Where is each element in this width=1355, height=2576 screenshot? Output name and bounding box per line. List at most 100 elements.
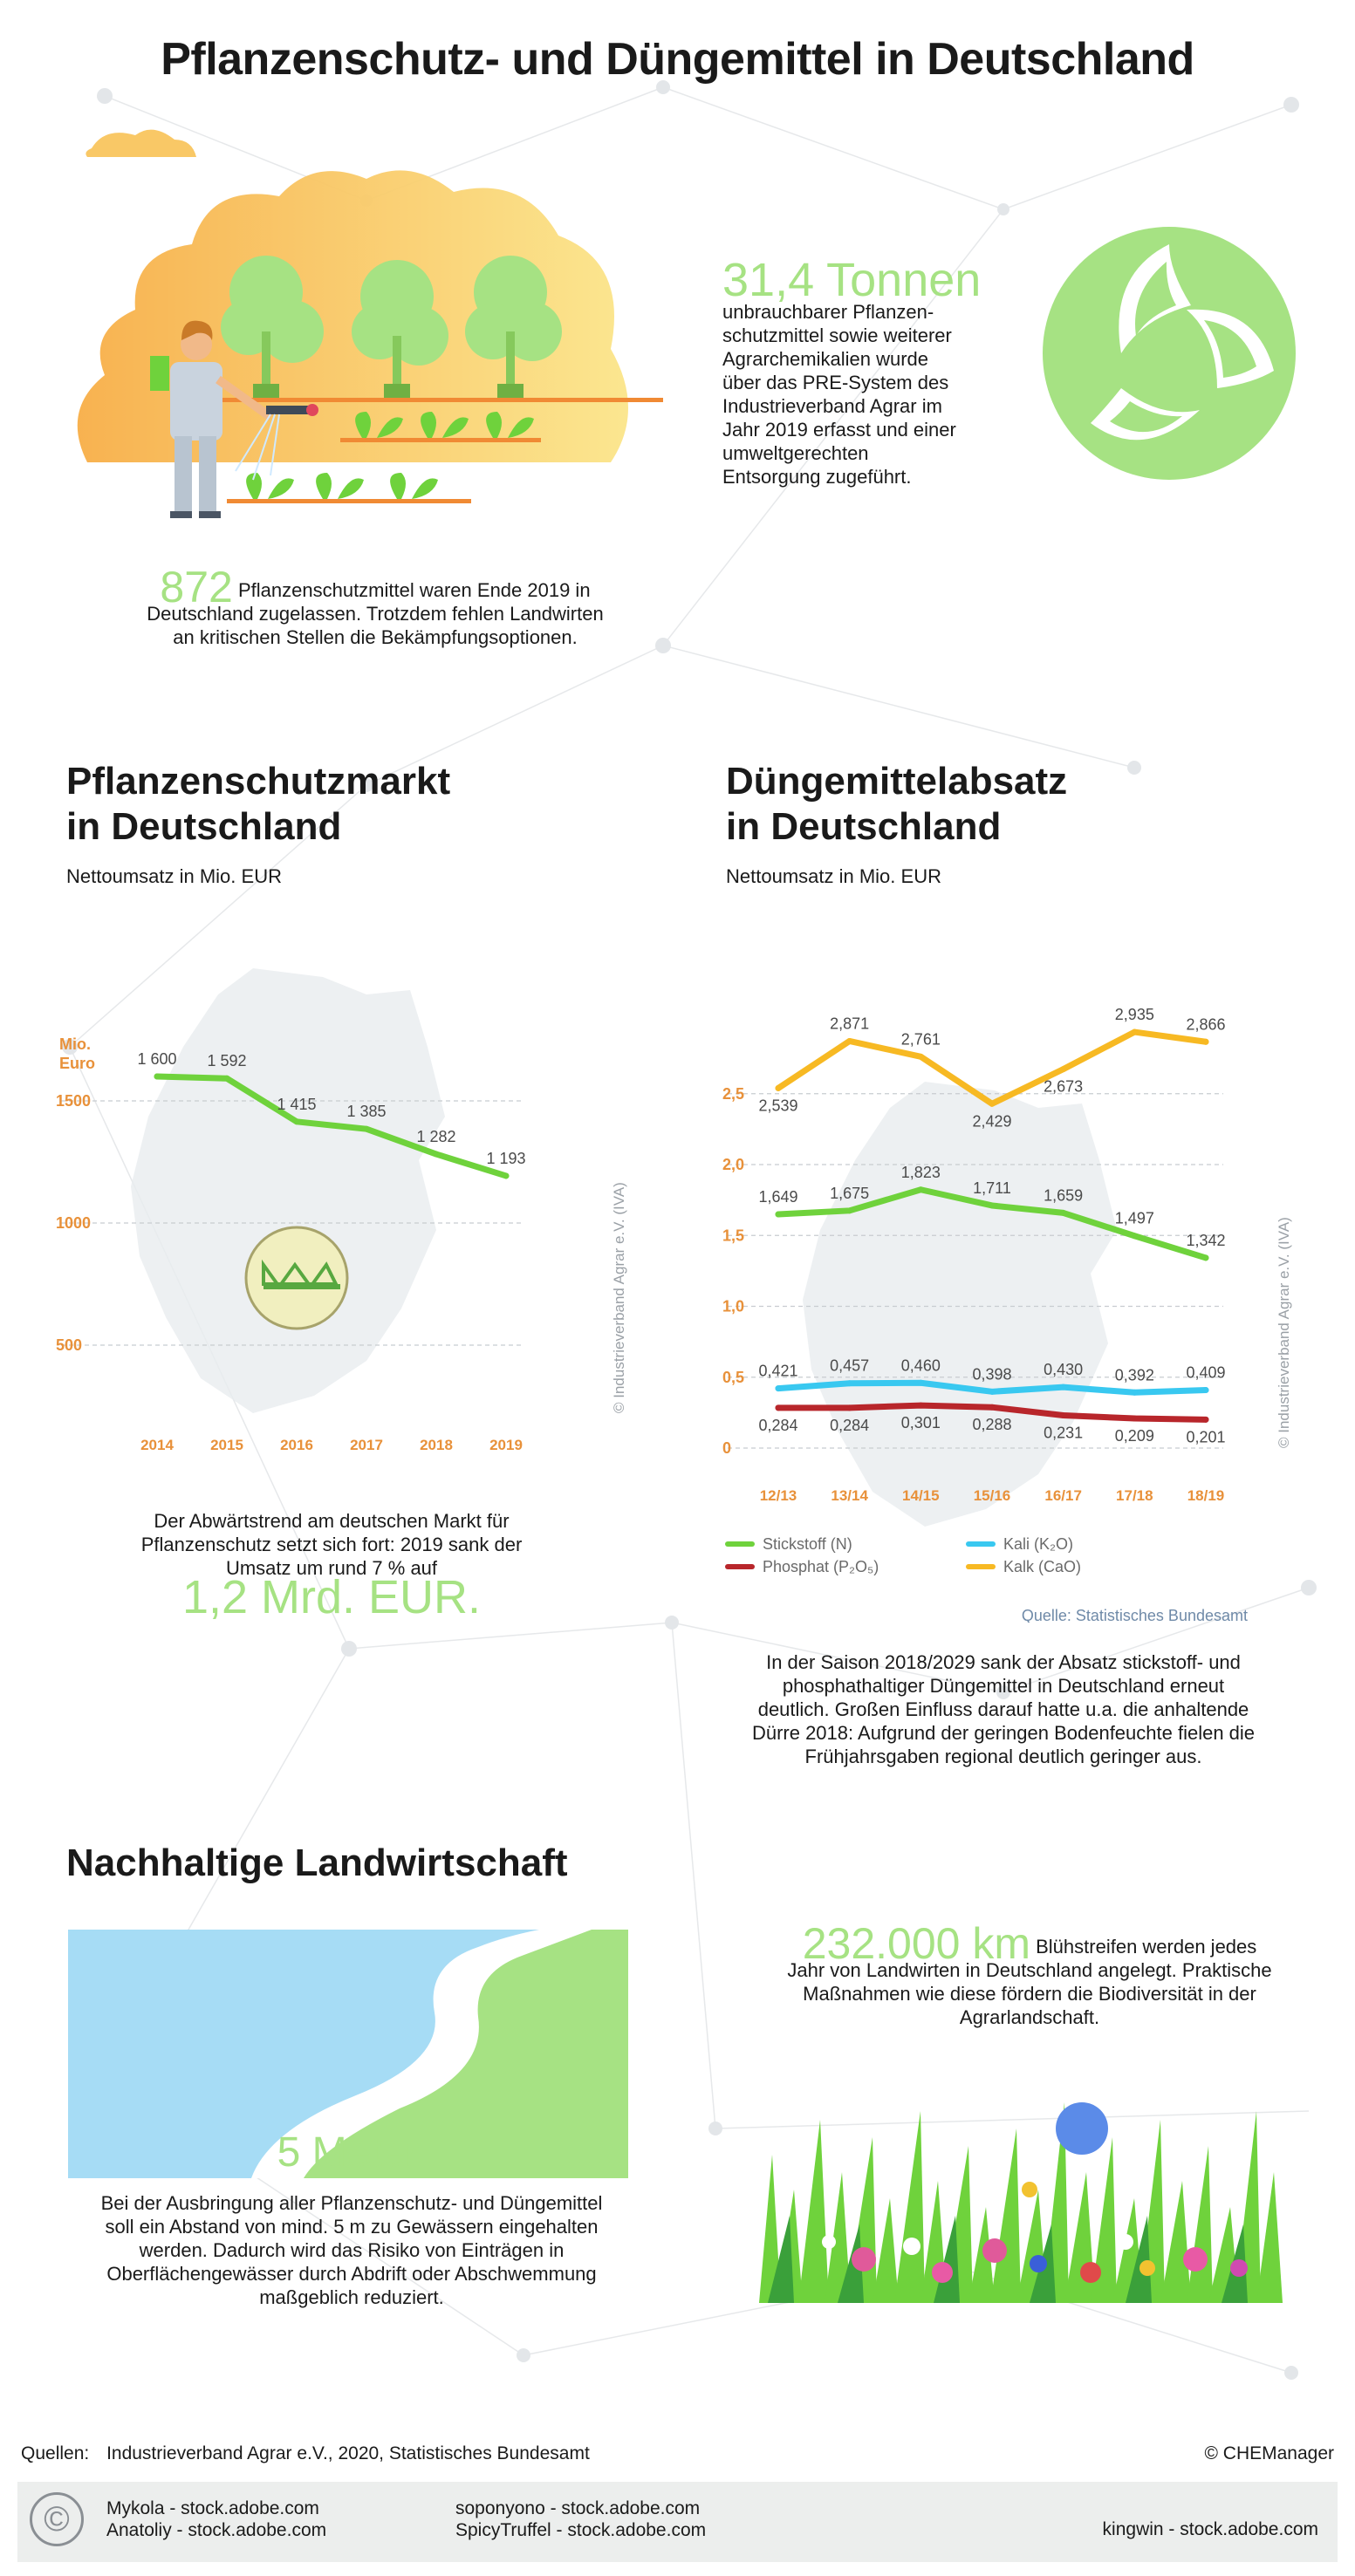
x-tick-label: 2016 <box>280 1437 313 1453</box>
credit-col-3: kingwin - stock.adobe.com <box>1102 2519 1318 2539</box>
data-point <box>989 1404 996 1411</box>
sustain-text-line: werden. Dadurch wird das Risiko von Eint… <box>139 2239 565 2261</box>
data-label: 0,460 <box>901 1356 941 1374</box>
stat-872-text-c: an kritischen Stellen die Bekämpfungsopt… <box>173 626 578 648</box>
data-label: 0,201 <box>1186 1428 1225 1445</box>
data-point <box>1202 1416 1209 1423</box>
fert-y-ticks: 0 0,5 1,0 1,5 2,0 2,5 <box>722 1085 744 1457</box>
sustain-text-line: Oberflächengewässer durch Abdrift oder A… <box>106 2263 597 2285</box>
data-point <box>1131 1389 1138 1396</box>
km-number: 232.000 km <box>802 1919 1030 1968</box>
river-illustration <box>68 1930 628 2178</box>
km-text-line: Maßnahmen wie diese fördern die Biodiver… <box>803 1983 1256 2005</box>
market-y-ticks: 500 1000 1500 <box>56 1092 91 1354</box>
x-tick-label: 14/15 <box>902 1487 940 1504</box>
fert-text-line: Frühjahrsgaben regional deutlich geringe… <box>804 1746 1202 1767</box>
km-text-a: Blühstreifen werden jedes <box>1036 1936 1257 1958</box>
data-label: 1,659 <box>1044 1186 1083 1204</box>
fert-title-line-2: in Deutschland <box>726 805 1002 848</box>
legend-label: Kalk (CaO) <box>1003 1558 1081 1575</box>
data-point <box>917 1402 924 1409</box>
x-tick-label: 2017 <box>350 1437 383 1453</box>
germany-map-shape <box>131 968 445 1413</box>
data-label: 1,675 <box>830 1185 869 1202</box>
data-label: 0,231 <box>1044 1424 1083 1441</box>
fert-text-line: phosphathaltiger Düngemittel in Deutschl… <box>782 1675 1225 1697</box>
km-text-line: Jahr von Landwirten in Deutschland angel… <box>787 1959 1272 1981</box>
data-label: 1,342 <box>1186 1232 1225 1249</box>
data-label: 1 193 <box>486 1150 525 1167</box>
tonnen-line: Entsorgung zugeführt. <box>722 466 912 488</box>
credit-line: soponyono - stock.adobe.com <box>455 2498 701 2518</box>
data-point <box>1202 1254 1209 1261</box>
data-label: 2,429 <box>972 1112 1011 1130</box>
stat-872-text-b: Deutschland zugelassen. Trotzdem fehlen … <box>147 603 604 625</box>
market-unit-label-1: Mio. <box>59 1035 91 1053</box>
y-tick-label: 2,0 <box>722 1156 744 1173</box>
data-label: 1 385 <box>346 1103 386 1120</box>
fert-copyright-wrap: © Industrieverband Agrar e.V. (IVA) <box>1276 1151 1311 1448</box>
data-label: 0,421 <box>758 1363 797 1380</box>
data-point <box>154 1073 161 1080</box>
fert-text-line: deutlich. Großen Einfluss darauf hatte u… <box>757 1698 1249 1720</box>
data-point <box>223 1075 230 1082</box>
fert-subtitle: Nettoumsatz in Mio. EUR <box>726 865 941 887</box>
data-label: 0,284 <box>758 1417 797 1434</box>
data-label: 1,711 <box>973 1179 1011 1197</box>
data-point <box>1060 1384 1067 1390</box>
series-line <box>154 1073 510 1179</box>
flower-meadow-illustration <box>759 2102 1283 2303</box>
stat-872-block: 872 Pflanzenschutzmittel waren Ende 2019… <box>131 565 619 649</box>
data-point <box>846 1380 853 1387</box>
data-label: 0,398 <box>972 1365 1011 1383</box>
x-tick-label: 15/16 <box>974 1487 1011 1504</box>
credit-col-2: soponyono - stock.adobe.com SpicyTruffel… <box>455 2497 706 2541</box>
y-tick-label: 1,0 <box>722 1298 744 1315</box>
km-text-line: Agrarlandschaft. <box>959 2006 1100 2028</box>
fert-text: In der Saison 2018/2029 sank der Absatz … <box>715 1650 1291 1768</box>
market-text-line: Pflanzenschutz setzt sich fort: 2019 san… <box>140 1534 523 1555</box>
data-label: 1,649 <box>758 1188 797 1206</box>
data-label: 1 600 <box>137 1050 176 1068</box>
data-point <box>1060 1411 1067 1418</box>
data-label: 0,409 <box>1186 1364 1225 1382</box>
footer-credits-bar: © Mykola - stock.adobe.com Anatoliy - st… <box>17 2482 1338 2562</box>
data-label: 2,871 <box>830 1015 869 1032</box>
data-label: 0,301 <box>901 1414 941 1431</box>
data-point <box>846 1037 853 1044</box>
market-grid <box>61 1100 524 1346</box>
tonnen-line: unbrauchbarer Pflanzen- <box>722 301 934 323</box>
data-label: 1 282 <box>416 1128 455 1145</box>
market-highlight: 1,2 Mrd. EUR. <box>181 1571 482 1623</box>
data-label: 1 592 <box>207 1052 246 1069</box>
y-tick-label: 0 <box>722 1439 731 1457</box>
data-point <box>917 1053 924 1060</box>
market-text-line: Umsatz um rund 7 % auf <box>225 1557 438 1579</box>
fert-title: Düngemittelabsatz in Deutschland <box>726 759 1067 850</box>
data-label: 2,866 <box>1186 1015 1225 1033</box>
credit-line: Anatoliy - stock.adobe.com <box>106 2520 327 2540</box>
page-title: Pflanzenschutz- und Düngemittel in Deuts… <box>161 34 1194 85</box>
fert-data-labels: 1,649 1,675 1,823 1,711 1,659 1,497 1,342 0,284… <box>758 1006 1225 1445</box>
y-tick-label: 1500 <box>56 1092 91 1110</box>
sustain-text-line: soll ein Abstand von mind. 5 m zu Gewäss… <box>105 2216 599 2238</box>
stat-tonnen-number: 31,4 Tonnen <box>722 254 982 306</box>
data-point <box>917 1186 924 1193</box>
fert-text-line: Dürre 2018: Aufgrund der geringen Bodenf… <box>751 1722 1256 1744</box>
data-label: 2,935 <box>1115 1006 1154 1023</box>
copyright-icon: © <box>30 2492 84 2546</box>
footer-brand: © CHEManager <box>1204 2443 1334 2463</box>
sustain-text-line: maßgeblich reduziert. <box>259 2286 444 2308</box>
farmer-illustration <box>77 129 663 518</box>
market-text: Der Abwärtstrend am deutschen Markt für … <box>105 1509 558 1580</box>
market-unit-label-2: Euro <box>59 1055 95 1072</box>
market-data-labels: 1 600 1 592 1 415 1 385 1 282 1 193 <box>137 1050 525 1167</box>
x-tick-label: 16/17 <box>1044 1487 1082 1504</box>
fert-title-line-1: Düngemittelabsatz <box>726 760 1068 803</box>
data-point <box>503 1172 510 1179</box>
data-point <box>293 1118 300 1125</box>
data-point <box>1131 1028 1138 1035</box>
y-tick-label: 1000 <box>56 1214 91 1232</box>
sustain-meter: 5 Meter <box>277 2129 420 2176</box>
